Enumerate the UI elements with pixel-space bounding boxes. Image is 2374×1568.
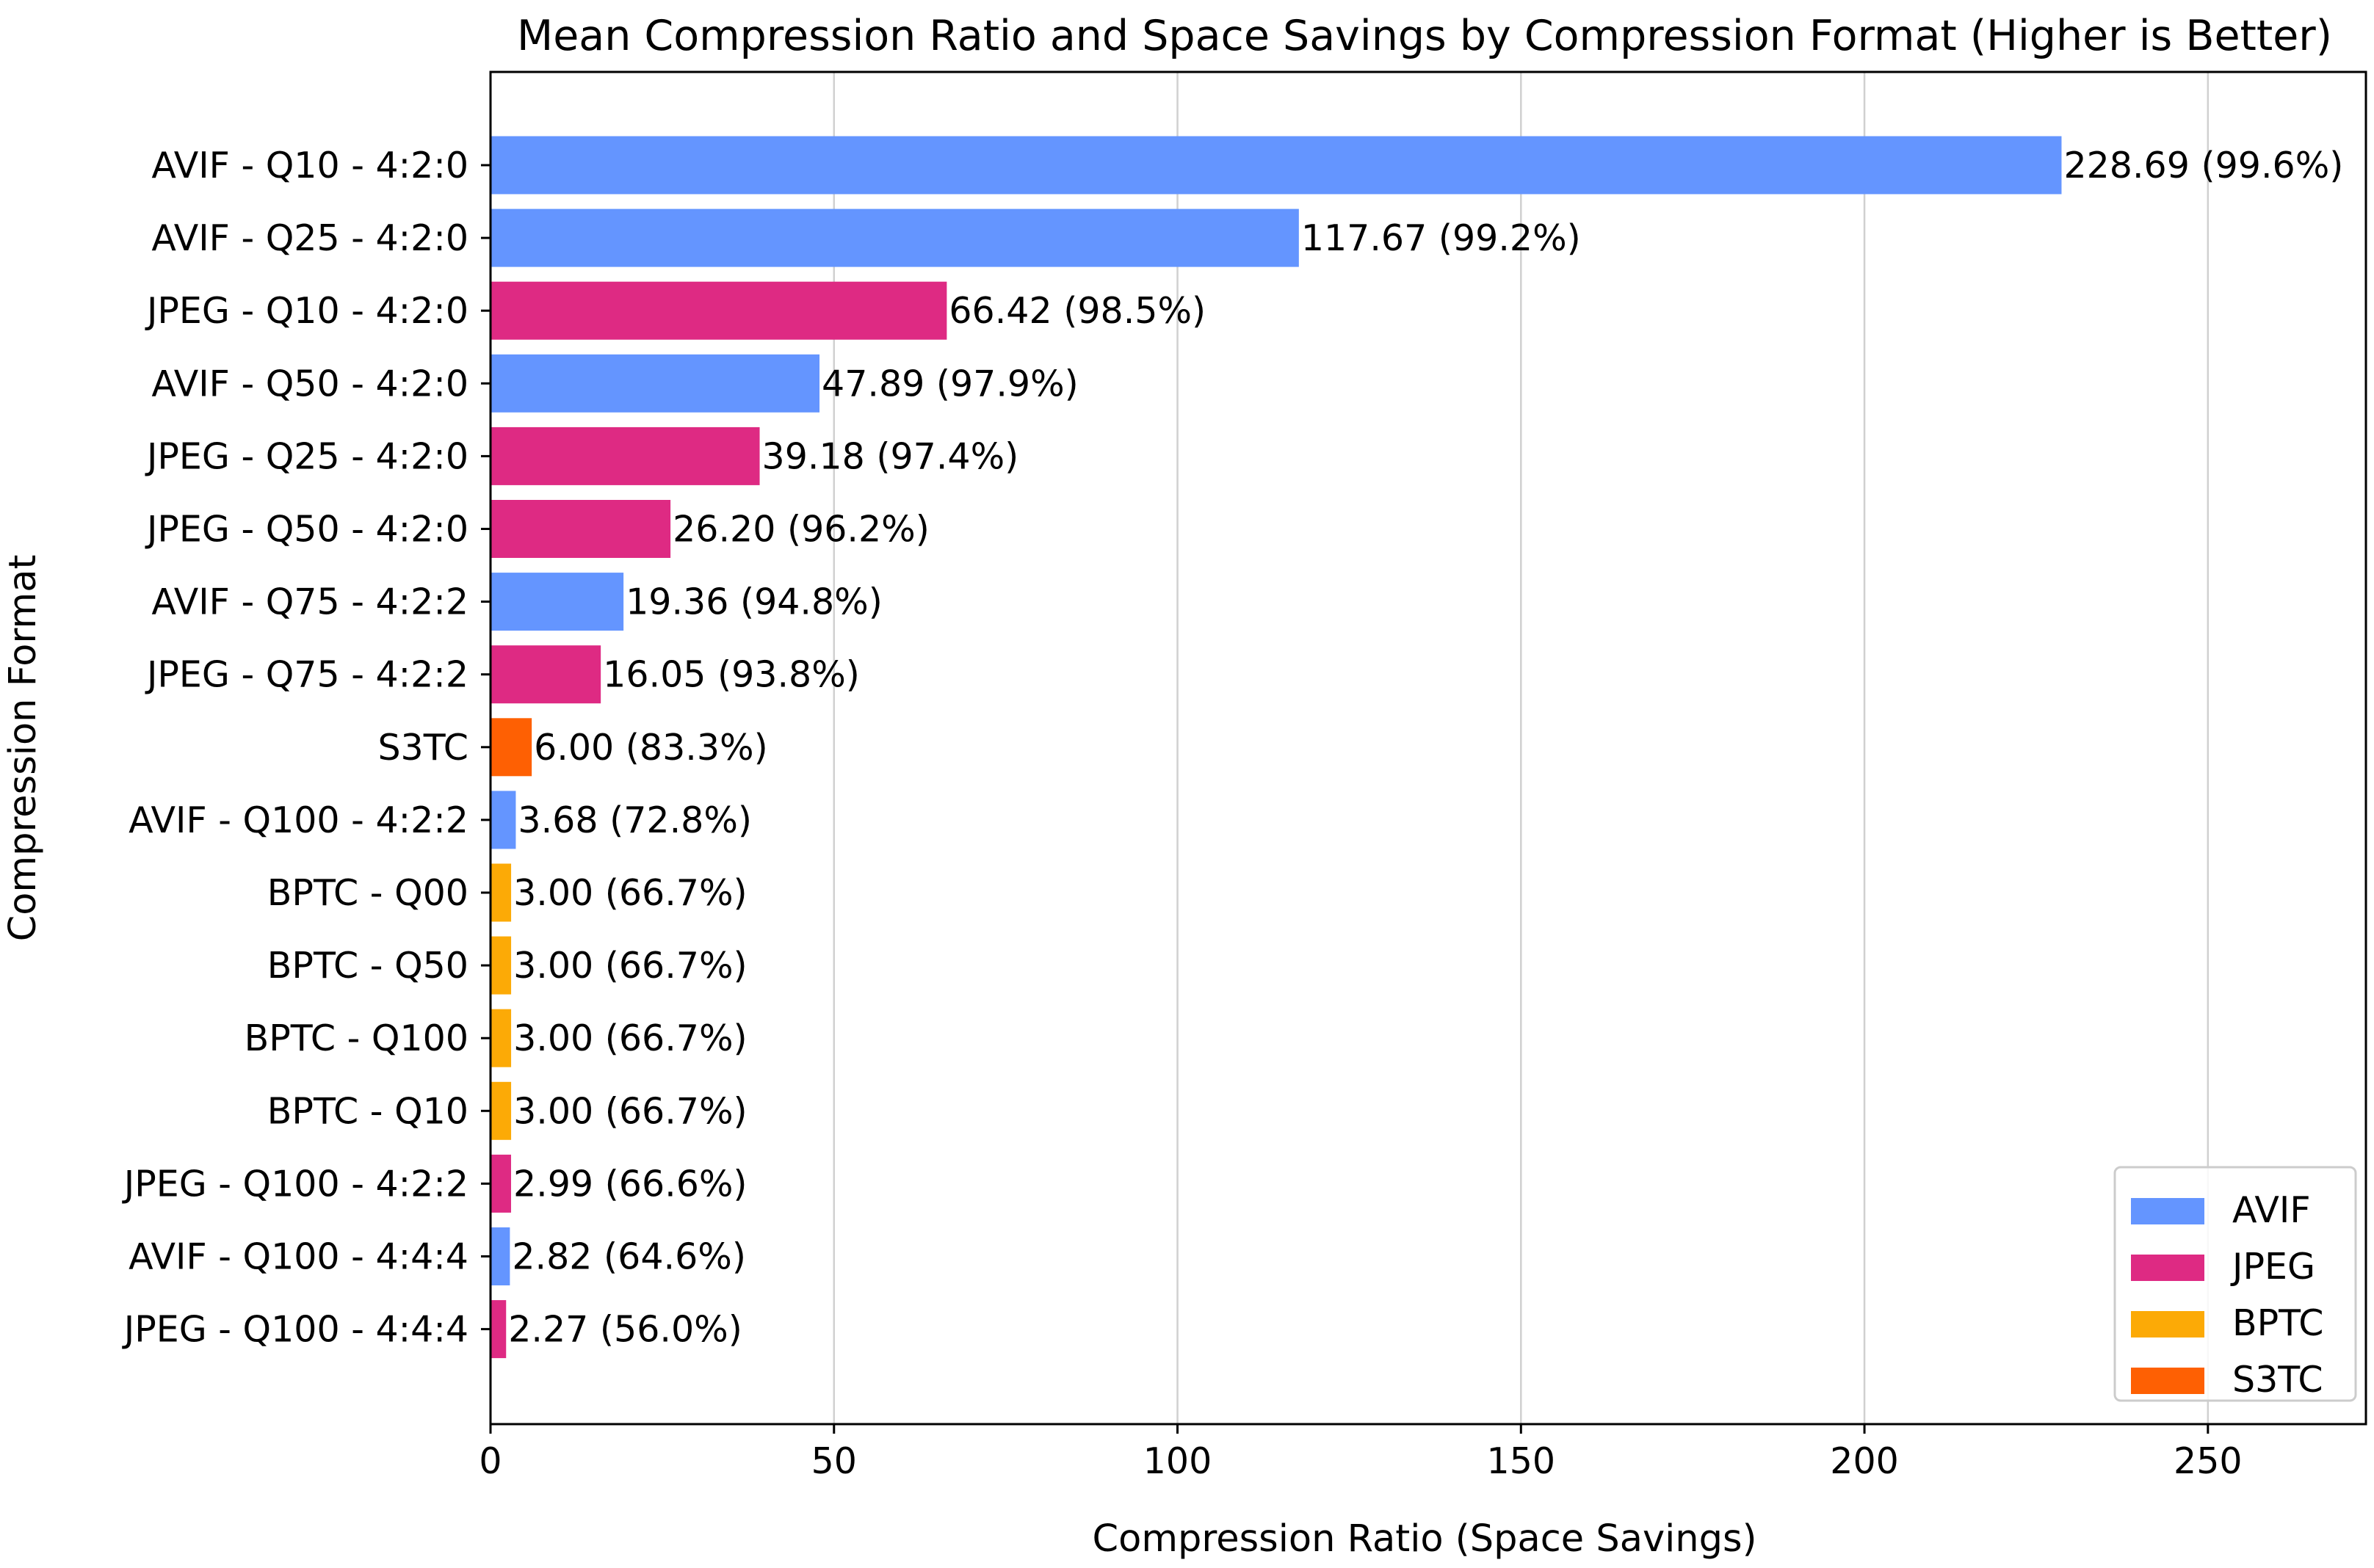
data-label: 2.82 (64.6%) xyxy=(512,1236,746,1278)
legend-label: AVIF xyxy=(2232,1189,2311,1231)
data-label: 2.99 (66.6%) xyxy=(513,1163,748,1205)
bar xyxy=(491,1154,511,1213)
y-tick-label: AVIF - Q10 - 4:2:0 xyxy=(151,145,468,186)
bar xyxy=(491,354,820,413)
bar xyxy=(491,1009,512,1067)
bar xyxy=(491,281,947,340)
data-label: 47.89 (97.9%) xyxy=(822,363,1079,404)
legend-label: BPTC xyxy=(2232,1302,2323,1344)
y-tick-label: BPTC - Q50 xyxy=(267,945,468,987)
bar xyxy=(491,500,671,558)
legend-swatch xyxy=(2131,1311,2204,1337)
bar xyxy=(491,208,1299,267)
y-tick-label: JPEG - Q50 - 4:2:0 xyxy=(145,509,468,551)
y-tick-labels: AVIF - Q10 - 4:2:0 AVIF - Q25 - 4:2:0 JPEG… xyxy=(122,145,491,1351)
bar xyxy=(491,1081,512,1140)
data-label: 19.36 (94.8%) xyxy=(626,581,883,623)
data-label: 3.00 (66.7%) xyxy=(513,872,748,914)
bar xyxy=(491,863,512,922)
data-label: 3.68 (72.8%) xyxy=(518,799,752,841)
x-tick-label: 0 xyxy=(479,1440,502,1482)
legend-swatch xyxy=(2131,1198,2204,1224)
chart-title: Mean Compression Ratio and Space Savings… xyxy=(517,12,2332,60)
legend-label: JPEG xyxy=(2230,1246,2315,1288)
data-label: 26.20 (96.2%) xyxy=(673,509,930,551)
y-tick-label: AVIF - Q100 - 4:2:2 xyxy=(129,799,468,841)
y-tick-label: JPEG - Q25 - 4:2:0 xyxy=(145,435,468,477)
y-axis-label: Compression Format xyxy=(1,555,45,942)
y-tick-label: JPEG - Q10 - 4:2:0 xyxy=(145,290,468,332)
y-tick-label: BPTC - Q100 xyxy=(245,1017,468,1059)
data-label: 2.27 (56.0%) xyxy=(508,1309,742,1351)
y-tick-label: BPTC - Q00 xyxy=(267,872,468,914)
value-labels: 228.69 (99.6%) 117.67 (99.2%) 66.42 (98.5%… xyxy=(508,145,2343,1351)
bar xyxy=(491,1227,510,1285)
bar xyxy=(491,1300,507,1359)
legend: AVIF JPEG BPTC S3TC xyxy=(2113,1166,2357,1402)
data-label: 3.00 (66.7%) xyxy=(513,945,748,987)
x-tick-label: 150 xyxy=(1487,1440,1556,1482)
bar xyxy=(491,573,624,631)
data-label: 3.00 (66.7%) xyxy=(513,1017,748,1059)
y-tick-label: AVIF - Q50 - 4:2:0 xyxy=(151,363,468,404)
x-tick-label: 100 xyxy=(1143,1440,1212,1482)
x-axis-label: Compression Ratio (Space Savings) xyxy=(1093,1517,1757,1561)
x-tick-label: 200 xyxy=(1830,1440,1899,1482)
legend-label: S3TC xyxy=(2232,1359,2323,1401)
data-label: 3.00 (66.7%) xyxy=(513,1090,748,1132)
x-tick-labels: 0 50 100 150 200 250 xyxy=(479,1424,2243,1482)
y-tick-label: AVIF - Q100 - 4:4:4 xyxy=(129,1236,468,1278)
legend-swatch xyxy=(2131,1368,2204,1394)
bar xyxy=(491,718,532,777)
y-tick-label: BPTC - Q10 xyxy=(267,1090,468,1132)
x-tick-label: 50 xyxy=(811,1440,857,1482)
bars xyxy=(491,136,2062,1359)
data-label: 117.67 (99.2%) xyxy=(1301,217,1581,259)
y-tick-label: JPEG - Q75 - 4:2:2 xyxy=(145,654,468,696)
data-label: 66.42 (98.5%) xyxy=(949,290,1206,332)
bar xyxy=(491,791,516,849)
legend-swatch xyxy=(2131,1255,2204,1281)
data-label: 39.18 (97.4%) xyxy=(762,435,1019,477)
legend-box xyxy=(2113,1166,2357,1402)
data-label: 228.69 (99.6%) xyxy=(2063,145,2343,186)
y-tick-label: JPEG - Q100 - 4:2:2 xyxy=(122,1163,468,1205)
y-tick-label: AVIF - Q75 - 4:2:2 xyxy=(151,581,468,623)
y-tick-label: JPEG - Q100 - 4:4:4 xyxy=(122,1309,468,1351)
bar xyxy=(491,936,512,995)
bar xyxy=(491,645,601,704)
data-label: 6.00 (83.3%) xyxy=(534,727,768,769)
bar xyxy=(491,427,760,485)
bar xyxy=(491,136,2062,195)
data-label: 16.05 (93.8%) xyxy=(603,654,860,696)
y-tick-label: S3TC xyxy=(377,727,468,769)
x-tick-label: 250 xyxy=(2174,1440,2243,1482)
y-tick-label: AVIF - Q25 - 4:2:0 xyxy=(151,217,468,259)
